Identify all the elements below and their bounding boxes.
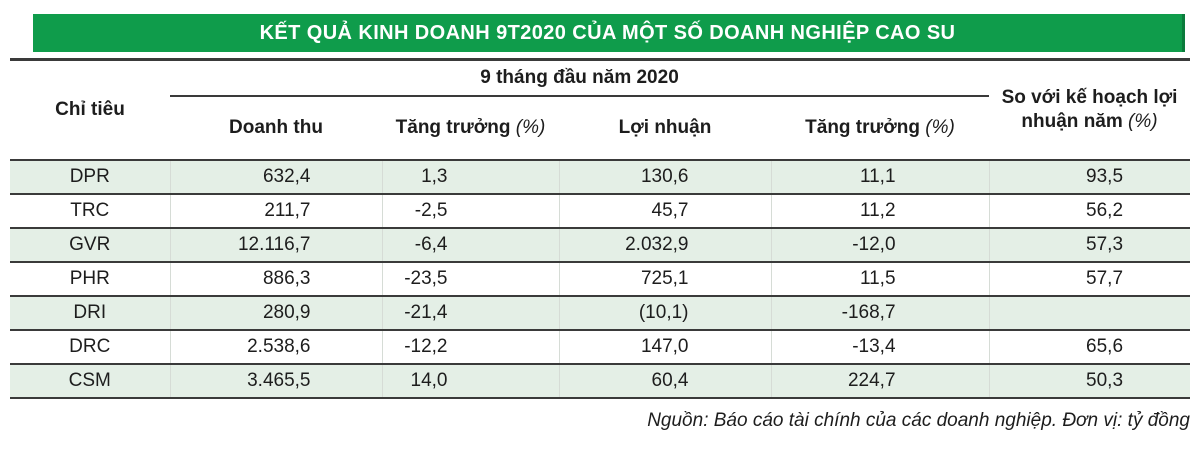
value-cell: -168,7 [770, 294, 990, 330]
value-cell: -23,5 [381, 260, 559, 296]
value-cell: 224,7 [770, 362, 990, 399]
results-table: Chỉ tiêu 9 tháng đầu năm 2020 So với kế … [10, 58, 1191, 399]
table-row: CSM 3.465,5 14,0 60,4 224,7 50,3 [10, 362, 1191, 399]
value-cell: -12,0 [770, 226, 990, 262]
value-cell: -12,2 [381, 328, 559, 364]
col-header-loi-nhuan: Lợi nhuận [618, 116, 712, 138]
value-cell: 130,6 [558, 158, 771, 194]
value-cell: 14,0 [381, 362, 559, 399]
value-cell: 1,3 [381, 158, 559, 194]
value-cell: 56,2 [988, 192, 1191, 228]
col-header-tang-truong-1: Tăng trưởng (%) [395, 116, 546, 138]
percent-suffix: (%) [1128, 110, 1158, 132]
table-row: GVR 12.116,7 -6,4 2.032,9 -12,0 57,3 [10, 226, 1191, 262]
ticker-cell: DPR [10, 158, 170, 194]
value-cell: 147,0 [558, 328, 771, 364]
table-title: KẾT QUẢ KINH DOANH 9T2020 CỦA MỘT SỐ DOA… [259, 22, 956, 44]
ticker-cell: GVR [10, 226, 170, 262]
col-header-so-voi-ke-hoach: So với kế hoạch lợi nhuận năm (%) [989, 58, 1191, 160]
value-cell: -13,4 [770, 328, 990, 364]
value-cell: -2,5 [381, 192, 559, 228]
value-cell: 11,1 [770, 158, 990, 194]
table-row: DPR 632,4 1,3 130,6 11,1 93,5 [10, 158, 1191, 194]
table-row: TRC 211,7 -2,5 45,7 11,2 56,2 [10, 192, 1191, 228]
percent-suffix: (%) [515, 116, 546, 138]
value-cell: 93,5 [988, 158, 1191, 194]
value-cell: 632,4 [169, 158, 382, 194]
value-cell: 3.465,5 [169, 362, 382, 399]
percent-suffix: (%) [925, 116, 955, 138]
table-title-bar: KẾT QUẢ KINH DOANH 9T2020 CỦA MỘT SỐ DOA… [33, 14, 1185, 52]
ticker-cell: PHR [10, 260, 170, 296]
value-cell: 65,6 [988, 328, 1191, 364]
value-cell: 11,2 [770, 192, 990, 228]
last-header-line2: nhuận năm [1021, 110, 1123, 132]
table-row: DRC 2.538,6 -12,2 147,0 -13,4 65,6 [10, 328, 1191, 364]
ticker-cell: DRC [10, 328, 170, 364]
value-cell: 50,3 [988, 362, 1191, 399]
table-row: DRI 280,9 -21,4 (10,1) -168,7 [10, 294, 1191, 330]
last-header-line1: So với kế hoạch lợi [1001, 87, 1178, 108]
value-cell: 280,9 [169, 294, 382, 330]
ticker-cell: CSM [10, 362, 170, 399]
value-cell: -6,4 [381, 226, 559, 262]
ticker-cell: TRC [10, 192, 170, 228]
value-cell [988, 294, 1191, 330]
col-header-doanh-thu: Doanh thu [229, 116, 323, 138]
value-cell: 2.032,9 [558, 226, 771, 262]
group-header-9-months: 9 tháng đầu năm 2020 [170, 58, 990, 97]
value-cell: 886,3 [169, 260, 382, 296]
value-cell: 725,1 [558, 260, 771, 296]
value-cell: 57,7 [988, 260, 1191, 296]
ticker-cell: DRI [10, 294, 170, 330]
value-cell: (10,1) [558, 294, 771, 330]
source-note: Nguồn: Báo cáo tài chính của các doanh n… [647, 409, 1190, 431]
value-cell: 12.116,7 [169, 226, 382, 262]
value-cell: 60,4 [558, 362, 771, 399]
value-cell: 11,5 [770, 260, 990, 296]
value-cell: -21,4 [381, 294, 559, 330]
value-cell: 45,7 [558, 192, 771, 228]
value-cell: 211,7 [169, 192, 382, 228]
col-header-tang-truong-2: Tăng trưởng (%) [805, 116, 955, 138]
table-row: PHR 886,3 -23,5 725,1 11,5 57,7 [10, 260, 1191, 296]
value-cell: 57,3 [988, 226, 1191, 262]
value-cell: 2.538,6 [169, 328, 382, 364]
col-header-chi-tieu: Chỉ tiêu [10, 58, 170, 160]
